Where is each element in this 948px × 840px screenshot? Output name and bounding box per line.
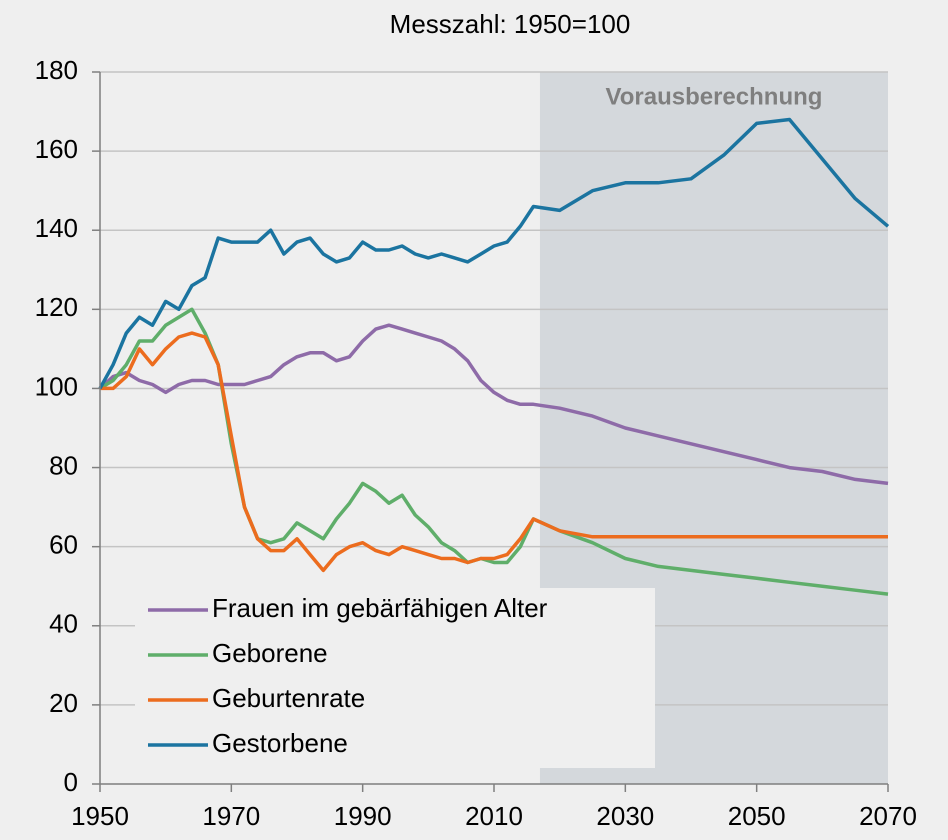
series-line xyxy=(98,323,889,486)
y-tick-label: 160 xyxy=(35,134,78,164)
legend-label: Frauen im gebärfähigen Alter xyxy=(212,593,548,623)
y-tick-label: 180 xyxy=(35,55,78,85)
series-line xyxy=(100,331,888,573)
x-tick-label: 2070 xyxy=(859,801,917,831)
legend-label: Geburtenrate xyxy=(212,683,365,713)
x-tick-label: 2030 xyxy=(596,801,654,831)
x-tick-label: 1950 xyxy=(71,801,129,831)
y-tick-label: 20 xyxy=(49,688,78,718)
chart-title: Messzahl: 1950=100 xyxy=(390,9,631,39)
x-tick-label: 1970 xyxy=(202,801,260,831)
legend-box xyxy=(135,588,655,768)
x-tick-label: 2010 xyxy=(465,801,523,831)
series-line xyxy=(98,117,890,390)
y-tick-label: 0 xyxy=(64,767,78,797)
y-tick-label: 140 xyxy=(35,213,78,243)
projection-label: Vorausberechnung xyxy=(606,83,823,110)
y-tick-label: 80 xyxy=(49,450,78,480)
legend-label: Gestorbene xyxy=(212,728,348,758)
legend-label: Geborene xyxy=(212,638,328,668)
y-tick-label: 100 xyxy=(35,371,78,401)
y-tick-label: 60 xyxy=(49,530,78,560)
series-line xyxy=(99,307,889,596)
x-tick-label: 2050 xyxy=(728,801,786,831)
y-tick-label: 120 xyxy=(35,292,78,322)
y-tick-label: 40 xyxy=(49,609,78,639)
x-tick-label: 1990 xyxy=(334,801,392,831)
